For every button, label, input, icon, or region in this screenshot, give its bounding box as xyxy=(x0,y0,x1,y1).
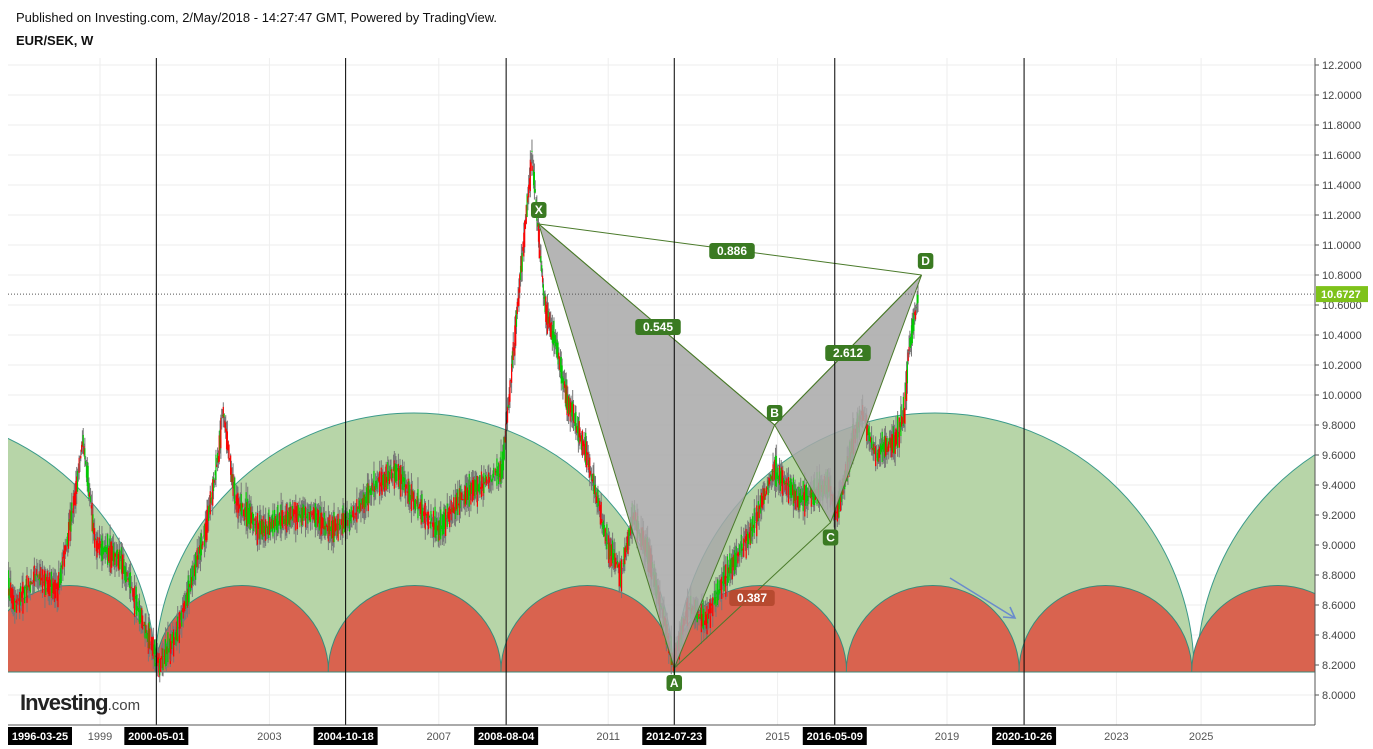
last-price-badge xyxy=(1316,286,1368,303)
price-tick-label: 10.6000 xyxy=(1322,300,1362,312)
time-tick-label: 2007 xyxy=(427,731,451,743)
ratio-label-ac: 0.387 xyxy=(737,591,767,605)
price-tick-label: 9.8000 xyxy=(1322,420,1356,432)
time-tick-label: 2025 xyxy=(1189,731,1213,743)
price-tick-label: 8.0000 xyxy=(1322,690,1356,702)
price-tick-label: 8.6000 xyxy=(1322,600,1356,612)
price-tick-label: 11.0000 xyxy=(1322,240,1361,252)
price-tick-label: 8.2000 xyxy=(1322,660,1356,672)
ratio-label-xd-bg xyxy=(709,243,755,259)
price-tick-label: 11.6000 xyxy=(1322,150,1361,162)
price-tick-label: 10.4000 xyxy=(1322,330,1362,342)
cycle-date-label: 2012-07-23 xyxy=(646,731,702,743)
price-tick-label: 12.0000 xyxy=(1322,90,1362,102)
point-label-x: X xyxy=(535,203,543,217)
point-label-c-bg xyxy=(822,529,839,546)
last-price-label: 10.6727 xyxy=(1321,289,1361,301)
published-caption: Published on Investing.com, 2/May/2018 -… xyxy=(16,10,498,25)
ratio-label-xd: 0.886 xyxy=(717,244,747,258)
price-tick-label: 10.0000 xyxy=(1322,390,1362,402)
price-tick-label: 9.0000 xyxy=(1322,540,1356,552)
time-tick-label: 2015 xyxy=(765,731,789,743)
time-cycle-arc-small xyxy=(327,585,502,673)
price-tick-label: 11.8000 xyxy=(1322,120,1361,132)
ratio-label-bd: 2.612 xyxy=(833,346,863,360)
price-tick-label: 8.8000 xyxy=(1322,570,1356,582)
time-cycle-arc-small xyxy=(1191,585,1315,673)
cycle-date-label: 2016-05-09 xyxy=(807,731,863,743)
ratio-label-bd-bg xyxy=(825,345,871,361)
cycle-date-badge xyxy=(474,727,539,745)
cycle-date-badge xyxy=(802,727,867,745)
time-tick-label: 2011 xyxy=(596,731,620,743)
cycle-date-badge xyxy=(313,727,378,745)
time-cycle-arc-small xyxy=(1018,585,1193,673)
cycle-date-label: 2008-08-04 xyxy=(478,731,535,743)
point-label-d-bg xyxy=(917,253,934,269)
point-label-b: B xyxy=(770,406,779,420)
price-tick-label: 11.2000 xyxy=(1322,210,1361,222)
time-cycle-arc-small xyxy=(1364,586,1373,673)
cycle-date-badge xyxy=(992,727,1057,745)
price-tick-label: 10.8000 xyxy=(1322,270,1362,282)
cycle-date-label: 2004-10-18 xyxy=(317,731,373,743)
time-tick-label: 1999 xyxy=(88,731,112,743)
time-cycle-arc-small xyxy=(845,585,1020,673)
ratio-label-ac-bg xyxy=(729,590,775,606)
point-label-a-bg xyxy=(666,675,683,691)
cycle-date-label: 1996-03-25 xyxy=(12,731,68,743)
cycle-date-label: 2020-10-26 xyxy=(996,731,1052,743)
point-label-c: C xyxy=(826,531,835,545)
point-label-d: D xyxy=(921,254,930,268)
point-label-a: A xyxy=(670,676,679,690)
time-tick-label: 2023 xyxy=(1104,731,1128,743)
price-tick-label: 10.2000 xyxy=(1322,360,1362,372)
cycle-date-badge xyxy=(8,727,72,745)
price-tick-label: 9.6000 xyxy=(1322,450,1356,462)
time-tick-label: 2019 xyxy=(935,731,959,743)
ratio-label-xb-bg xyxy=(635,319,681,335)
plot-area: 0.886 0.545 2.612 0.387 X A B C D xyxy=(8,58,1373,725)
cycle-date-label: 2000-05-01 xyxy=(128,731,184,743)
cycle-date-badge xyxy=(642,727,707,745)
arrow-projection xyxy=(949,577,1017,619)
time-tick-label: 2003 xyxy=(257,731,281,743)
price-tick-label: 8.4000 xyxy=(1322,630,1356,642)
price-tick-label: 12.2000 xyxy=(1322,60,1362,72)
price-tick-label: 11.4000 xyxy=(1322,180,1361,192)
cycle-date-badge xyxy=(124,727,189,745)
price-tick-label: 9.4000 xyxy=(1322,480,1356,492)
point-label-b-bg xyxy=(766,405,783,421)
price-tick-label: 9.2000 xyxy=(1322,510,1356,522)
investing-logo: Investing.com xyxy=(20,690,141,715)
point-label-x-bg xyxy=(530,202,547,218)
ratio-label-xb: 0.545 xyxy=(643,320,673,334)
symbol-title: EUR/SEK, W xyxy=(16,33,94,48)
